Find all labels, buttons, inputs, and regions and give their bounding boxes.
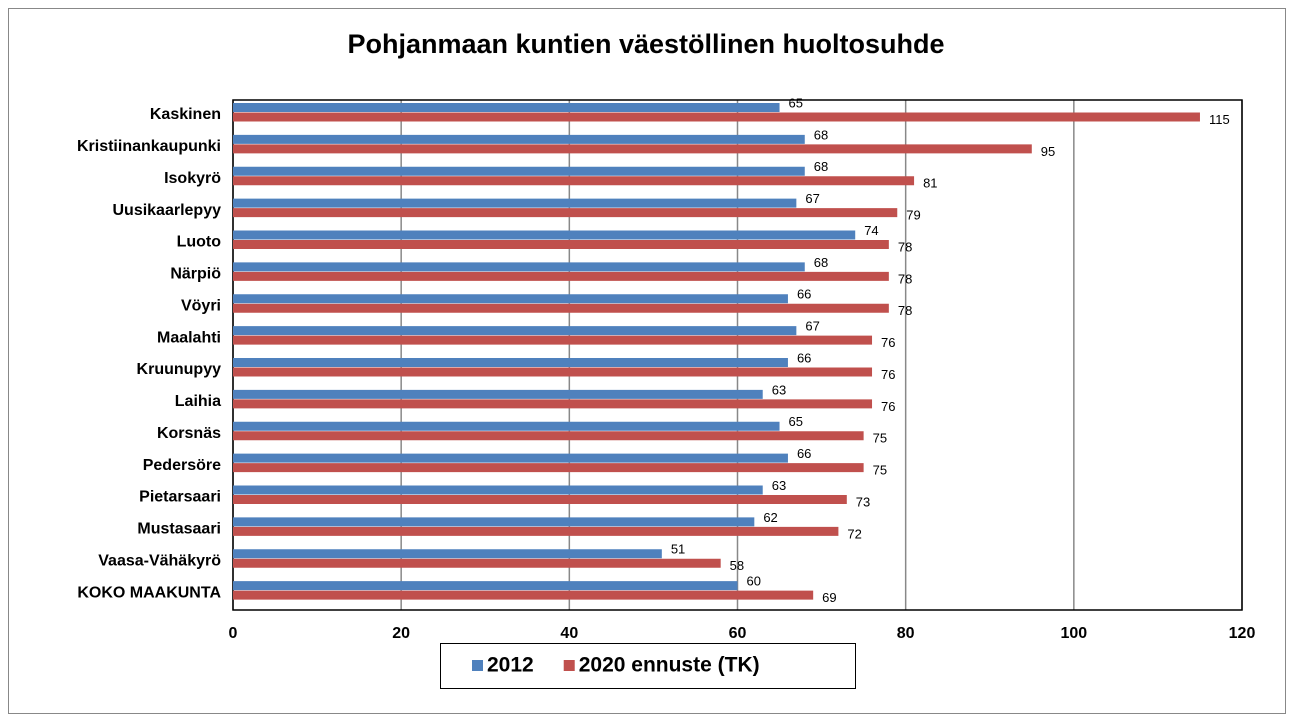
x-tick-label: 40 xyxy=(560,625,578,642)
category-label: Luoto xyxy=(177,234,222,251)
bar xyxy=(233,517,755,527)
data-label: 63 xyxy=(772,478,786,493)
bar xyxy=(233,526,839,536)
category-label: Pietarsaari xyxy=(139,489,221,506)
category-label: Vaasa-Vähäkyrö xyxy=(98,552,221,569)
x-tick-label: 0 xyxy=(229,625,238,642)
category-label: Mustasaari xyxy=(137,521,221,538)
bar xyxy=(233,271,889,281)
data-label: 76 xyxy=(881,335,895,350)
data-label: 79 xyxy=(906,208,920,223)
data-label: 76 xyxy=(881,399,895,414)
legend-swatch xyxy=(472,660,483,671)
bar xyxy=(233,198,797,208)
category-label: KOKO MAAKUNTA xyxy=(77,584,221,601)
data-label: 75 xyxy=(873,463,887,478)
category-label: Maalahti xyxy=(157,329,221,346)
data-label: 78 xyxy=(898,239,912,254)
bar xyxy=(233,335,873,345)
category-label: Pedersöre xyxy=(143,457,221,474)
bar xyxy=(233,421,780,431)
data-label: 58 xyxy=(730,558,744,573)
bar xyxy=(233,463,864,473)
data-label: 66 xyxy=(797,350,811,365)
bar xyxy=(233,176,915,186)
bar xyxy=(233,262,805,272)
bar xyxy=(233,453,788,463)
legend-box xyxy=(440,643,856,689)
category-label: Kristiinankaupunki xyxy=(77,138,221,155)
data-label: 78 xyxy=(898,271,912,286)
data-label: 62 xyxy=(763,510,777,525)
data-label: 66 xyxy=(797,446,811,461)
category-label: Kaskinen xyxy=(150,106,221,123)
data-label: 81 xyxy=(923,176,937,191)
bar xyxy=(233,389,763,399)
bar xyxy=(233,431,864,441)
category-label: Uusikaarlepyy xyxy=(112,202,221,219)
bar xyxy=(233,144,1032,154)
bar xyxy=(233,549,662,559)
bar xyxy=(233,208,898,218)
bar xyxy=(233,134,805,144)
data-label: 66 xyxy=(797,287,811,302)
data-label: 67 xyxy=(805,319,819,334)
bar xyxy=(233,485,763,495)
legend-label: 2012 xyxy=(487,654,534,677)
category-label: Vöyri xyxy=(181,297,221,314)
data-label: 115 xyxy=(1209,112,1230,127)
bar xyxy=(233,399,873,409)
data-label: 72 xyxy=(847,526,861,541)
data-label: 76 xyxy=(881,367,895,382)
bar xyxy=(233,581,738,591)
x-tick-label: 120 xyxy=(1229,625,1256,642)
data-label: 95 xyxy=(1041,144,1055,159)
data-label: 74 xyxy=(864,223,878,238)
data-label: 78 xyxy=(898,303,912,318)
bar xyxy=(233,303,889,313)
bar xyxy=(233,558,721,568)
bar xyxy=(233,166,805,176)
legend-swatch xyxy=(563,660,575,671)
bar xyxy=(233,590,814,600)
bar xyxy=(233,294,788,304)
data-label: 69 xyxy=(822,590,836,605)
data-label: 67 xyxy=(805,191,819,206)
legend-label: 2020 ennuste (TK) xyxy=(579,654,760,677)
bar xyxy=(233,358,788,367)
data-label: 65 xyxy=(789,414,803,429)
bar xyxy=(233,240,889,249)
data-label: 68 xyxy=(814,255,828,270)
bar xyxy=(233,367,873,377)
bar xyxy=(233,230,856,240)
category-label: Närpiö xyxy=(170,266,221,283)
category-label: Laihia xyxy=(175,393,221,410)
data-label: 63 xyxy=(772,382,786,397)
data-label: 68 xyxy=(814,127,828,142)
x-tick-label: 20 xyxy=(392,625,410,642)
category-label: Isokyrö xyxy=(164,170,221,187)
data-label: 60 xyxy=(747,574,761,589)
x-tick-label: 100 xyxy=(1060,625,1087,642)
bar xyxy=(233,103,780,112)
data-label: 65 xyxy=(789,95,803,110)
chart-title: Pohjanmaan kuntien väestöllinen huoltosu… xyxy=(347,29,944,59)
category-label: Korsnäs xyxy=(157,425,221,442)
x-tick-label: 60 xyxy=(729,625,747,642)
plot-border xyxy=(232,99,1243,611)
bar xyxy=(233,112,1200,122)
category-label: Kruunupyy xyxy=(137,361,222,378)
data-label: 68 xyxy=(814,159,828,174)
x-tick-label: 80 xyxy=(897,625,915,642)
bar xyxy=(233,495,847,504)
bar xyxy=(233,326,797,336)
data-label: 73 xyxy=(856,494,870,509)
data-label: 75 xyxy=(873,431,887,446)
data-label: 51 xyxy=(671,542,685,557)
